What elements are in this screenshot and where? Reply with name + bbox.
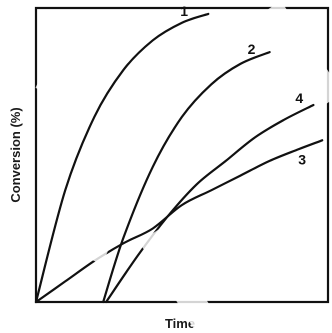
x-axis-label: Time <box>165 316 195 331</box>
series-label-3: 3 <box>298 151 306 167</box>
series-line-3 <box>34 139 324 304</box>
series-label-1: 1 <box>180 3 188 19</box>
series-line-1 <box>34 12 210 304</box>
series-line-2 <box>102 51 271 304</box>
series-label-2: 2 <box>248 41 256 57</box>
series-label-4: 4 <box>295 90 303 106</box>
series-labels: 1 2 4 3 <box>180 3 306 167</box>
watermark <box>35 0 332 333</box>
series-line-4 <box>105 103 315 304</box>
y-axis-label: Conversion (%) <box>8 107 23 202</box>
series-lines <box>34 12 324 304</box>
